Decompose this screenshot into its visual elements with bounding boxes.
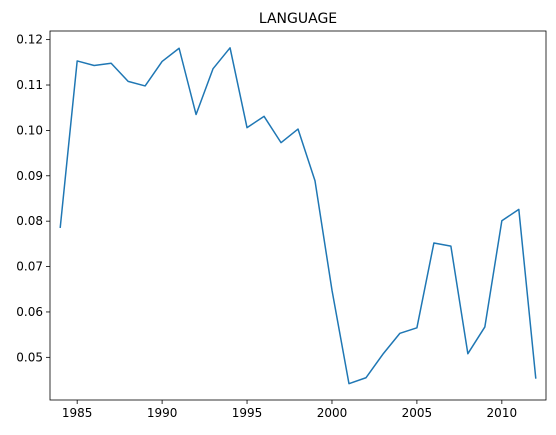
- x-tick-label: 1995: [232, 406, 263, 420]
- y-axis: 0.05 0.06 0.07 0.08 0.09 0.10 0.11 0.12: [16, 33, 50, 364]
- x-axis: 1985 1990 1995 2000 2005 2010: [62, 400, 517, 420]
- x-tick-label: 2005: [402, 406, 433, 420]
- y-tick-label: 0.08: [16, 214, 43, 228]
- y-tick-label: 0.10: [16, 123, 43, 137]
- x-tick-label: 2010: [487, 406, 518, 420]
- series-layer: [59, 47, 537, 385]
- y-tick-label: 0.12: [16, 33, 43, 47]
- plot-frame: [49, 30, 547, 401]
- y-tick-label: 0.09: [16, 169, 43, 183]
- y-tick-label: 0.06: [16, 305, 43, 319]
- series-line: [59, 47, 537, 385]
- chart-title: LANGUAGE: [259, 11, 337, 27]
- y-tick-label: 0.11: [16, 78, 43, 92]
- x-tick-label: 1990: [147, 406, 178, 420]
- x-tick-label: 1985: [62, 406, 93, 420]
- y-tick-label: 0.05: [16, 350, 43, 364]
- x-tick-label: 2000: [317, 406, 348, 420]
- y-tick-label: 0.07: [16, 260, 43, 274]
